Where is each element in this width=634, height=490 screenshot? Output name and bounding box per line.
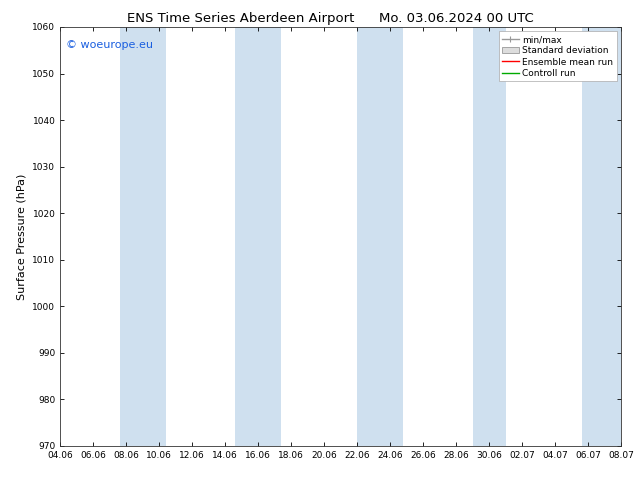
- Y-axis label: Surface Pressure (hPa): Surface Pressure (hPa): [17, 173, 27, 299]
- Text: © woeurope.eu: © woeurope.eu: [66, 40, 153, 49]
- Legend: min/max, Standard deviation, Ensemble mean run, Controll run: min/max, Standard deviation, Ensemble me…: [499, 31, 617, 81]
- Text: ENS Time Series Aberdeen Airport: ENS Time Series Aberdeen Airport: [127, 12, 354, 25]
- Text: Mo. 03.06.2024 00 UTC: Mo. 03.06.2024 00 UTC: [379, 12, 534, 25]
- Bar: [358, 27, 403, 446]
- Bar: [235, 27, 281, 446]
- Bar: [582, 27, 628, 446]
- Bar: [120, 27, 166, 446]
- Bar: [473, 27, 506, 446]
